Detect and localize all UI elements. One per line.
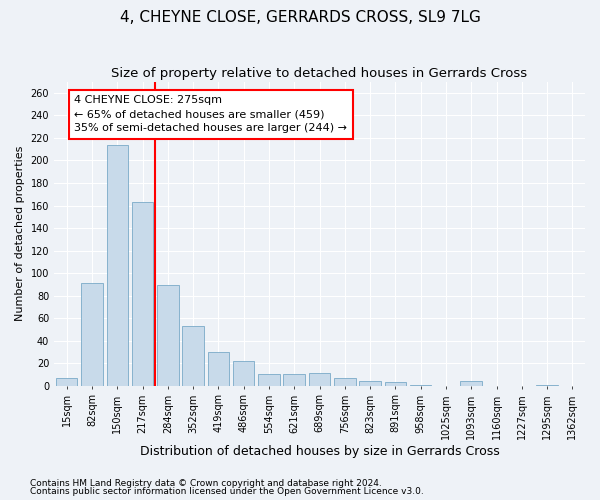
Bar — [334, 378, 356, 386]
Bar — [132, 202, 153, 386]
Bar — [536, 384, 558, 386]
Bar — [81, 283, 103, 386]
Bar — [410, 384, 431, 386]
Text: 4, CHEYNE CLOSE, GERRARDS CROSS, SL9 7LG: 4, CHEYNE CLOSE, GERRARDS CROSS, SL9 7LG — [119, 10, 481, 25]
Bar — [107, 144, 128, 386]
Bar — [460, 381, 482, 386]
Bar — [208, 352, 229, 386]
Bar — [359, 381, 381, 386]
Bar — [385, 382, 406, 386]
Text: Contains HM Land Registry data © Crown copyright and database right 2024.: Contains HM Land Registry data © Crown c… — [30, 478, 382, 488]
Bar — [283, 374, 305, 386]
Bar — [56, 378, 77, 386]
Bar — [309, 374, 330, 386]
Bar — [157, 286, 179, 386]
Title: Size of property relative to detached houses in Gerrards Cross: Size of property relative to detached ho… — [112, 68, 527, 80]
Bar — [233, 361, 254, 386]
X-axis label: Distribution of detached houses by size in Gerrards Cross: Distribution of detached houses by size … — [140, 444, 499, 458]
Bar — [258, 374, 280, 386]
Text: 4 CHEYNE CLOSE: 275sqm
← 65% of detached houses are smaller (459)
35% of semi-de: 4 CHEYNE CLOSE: 275sqm ← 65% of detached… — [74, 95, 347, 133]
Bar — [182, 326, 204, 386]
Y-axis label: Number of detached properties: Number of detached properties — [15, 146, 25, 322]
Text: Contains public sector information licensed under the Open Government Licence v3: Contains public sector information licen… — [30, 487, 424, 496]
